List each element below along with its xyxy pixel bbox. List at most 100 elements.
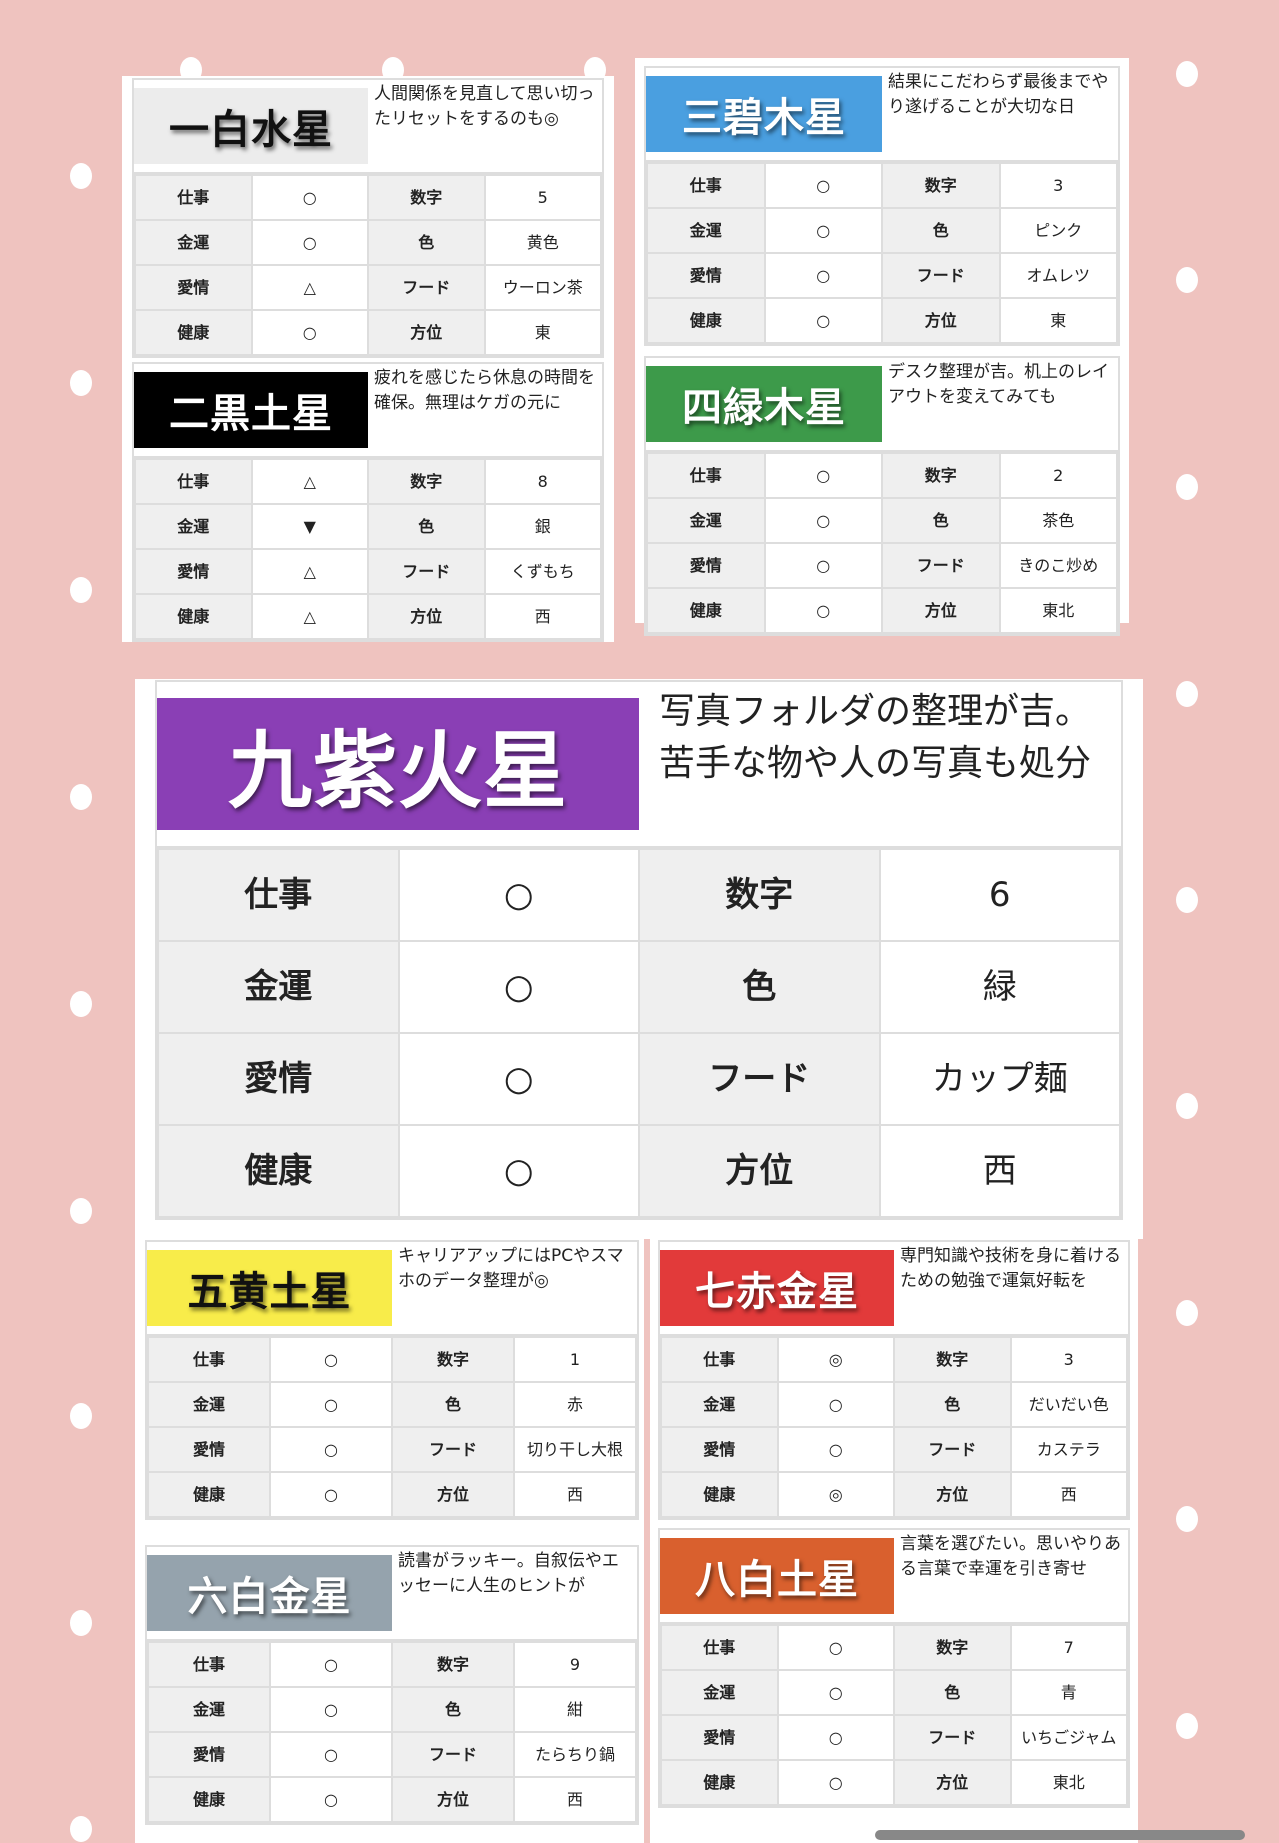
table-row: 愛情 ○ フード カップ麺 [157, 1032, 1121, 1126]
label-love: 愛情 [660, 1426, 779, 1473]
table-row: 金運 ○ 色紺 [147, 1686, 637, 1733]
label-work: 仕事 [134, 174, 253, 221]
value-money: ○ [397, 940, 640, 1034]
label-number: 数字 [367, 174, 486, 221]
decorative-dot [70, 1198, 92, 1224]
decorative-dot [70, 1610, 92, 1636]
value-work: ○ [250, 174, 369, 221]
decorative-dot [70, 784, 92, 810]
decorative-dot [1176, 1506, 1198, 1532]
label-work: 仕事 [157, 848, 400, 942]
label-number: 数字 [893, 1336, 1012, 1383]
label-food: フード [881, 542, 1001, 589]
fortune-table: 仕事 ◎ 数字 3 金運 ○ 色だいだい色 愛情 ○ フード カステラ 健康 ◎ 方位西 [660, 1336, 1128, 1518]
value-number: 2 [998, 452, 1118, 499]
table-row: 仕事 ◎ 数字 3 [660, 1336, 1128, 1383]
label-health: 健康 [646, 587, 766, 634]
table-row: 愛情 ○ フード いちごジャム [660, 1714, 1128, 1761]
card-ippaku: 一白水星 人間関係を見直して思い切ったリセットをするのも◎ 仕事 ○ 数字 5 金運 ○ 色黄色… [132, 78, 604, 358]
label-money: 金運 [147, 1381, 271, 1428]
decorative-dot [1176, 887, 1198, 913]
value-work: ◎ [776, 1336, 895, 1383]
table-row: 金運 ○ 色青 [660, 1669, 1128, 1716]
table-row: 仕事 ○ 数字 9 [147, 1641, 637, 1688]
fortune-description: キャリアアップにはPCやスマホのデータ整理が◎ [398, 1246, 624, 1291]
value-food: 切り干し大根 [513, 1426, 637, 1473]
card-header: 六白金星 読書がラッキー。自叙伝やエッセーに人生のヒントが [147, 1547, 637, 1641]
fortune-table: 仕事 ○ 数字 2 金運 ○ 色茶色 愛情 ○ フード きのこ炒め 健康 ○ 方位 東北 [646, 452, 1118, 634]
value-health: ○ [269, 1471, 393, 1518]
label-money: 金運 [147, 1686, 271, 1733]
value-love: ○ [776, 1426, 895, 1473]
label-direction: 方位 [638, 1124, 881, 1218]
card-sanpeki: 三碧木星 結果にこだわらず最後までやり遂げることが大切な日 仕事 ○ 数字 3 金運 ○ 色ピン… [644, 66, 1120, 346]
card-shiroku: 四緑木星 デスク整理が吉。机上のレイアウトを変えてみても 仕事 ○ 数字 2 金運 ○ 色茶色愛… [644, 356, 1120, 636]
value-love: ○ [763, 542, 883, 589]
fortune-description: 言葉を選びたい。思いやりある言葉で幸運を引き寄せ [900, 1534, 1121, 1579]
fortune-description: 人間関係を見直して思い切ったリセットをするのも◎ [374, 84, 595, 129]
star-title: 二黒土星 [134, 372, 368, 448]
value-color: だいだい色 [1009, 1381, 1128, 1428]
value-number: 5 [483, 174, 602, 221]
scrollbar[interactable] [875, 1830, 1245, 1840]
value-food: カップ麺 [878, 1032, 1121, 1126]
value-health: ○ [763, 587, 883, 634]
label-number: 数字 [638, 848, 881, 942]
label-work: 仕事 [660, 1336, 779, 1383]
label-health: 健康 [646, 297, 766, 344]
value-love: △ [250, 264, 369, 311]
value-color: 黄色 [483, 219, 602, 266]
fortune-description: 結果にこだわらず最後までやり遂げることが大切な日 [888, 72, 1109, 117]
label-direction: 方位 [893, 1471, 1012, 1518]
value-work: ○ [269, 1641, 393, 1688]
table-row: 金運 ○ 色だいだい色 [660, 1381, 1128, 1428]
star-title: 四緑木星 [646, 366, 882, 442]
fortune-table: 仕事 ○ 数字 1 金運 ○ 色赤愛情 ○ フード 切り干し大根 健康 ○ 方位西 [147, 1336, 637, 1518]
value-food: いちごジャム [1009, 1714, 1128, 1761]
label-direction: 方位 [881, 587, 1001, 634]
value-work: △ [250, 458, 369, 505]
value-food: カステラ [1009, 1426, 1128, 1473]
label-health: 健康 [147, 1471, 271, 1518]
label-number: 数字 [881, 452, 1001, 499]
value-money: ○ [776, 1381, 895, 1428]
table-row: 健康 ○ 方位東 [134, 309, 602, 356]
fortune-description: 写真フォルダの整理が吉。苦手な物や人の写真も処分 [659, 691, 1092, 785]
value-food: オムレツ [998, 252, 1118, 299]
table-row: 仕事 ○ 数字 7 [660, 1624, 1128, 1671]
value-color: ピンク [998, 207, 1118, 254]
star-title: 九紫火星 [157, 698, 639, 830]
table-row: 健康 ◎ 方位西 [660, 1471, 1128, 1518]
value-work: ○ [763, 162, 883, 209]
decorative-dot [70, 577, 92, 603]
table-row: 仕事 ○ 数字 3 [646, 162, 1118, 209]
value-color: 茶色 [998, 497, 1118, 544]
label-color: 色 [881, 497, 1001, 544]
table-row: 愛情 △ フード くずもち [134, 548, 602, 595]
label-direction: 方位 [881, 297, 1001, 344]
value-health: ○ [776, 1759, 895, 1806]
label-food: フード [391, 1426, 515, 1473]
label-health: 健康 [147, 1776, 271, 1823]
label-number: 数字 [367, 458, 486, 505]
star-title: 五黄土星 [147, 1250, 392, 1326]
label-health: 健康 [660, 1471, 779, 1518]
fortune-table: 仕事 ○ 数字 9 金運 ○ 色紺愛情 ○ フード たらちり鍋 健康 ○ 方位西 [147, 1641, 637, 1823]
value-health: ○ [250, 309, 369, 356]
value-food: くずもち [483, 548, 602, 595]
fortune-description: デスク整理が吉。机上のレイアウトを変えてみても [888, 362, 1109, 407]
value-number: 3 [998, 162, 1118, 209]
fortune-description: 専門知識や技術を身に着けるための勉強で運氣好転を [900, 1246, 1121, 1291]
value-health: ○ [397, 1124, 640, 1218]
card-jikoku: 二黒土星 疲れを感じたら休息の時間を確保。無理はケガの元に 仕事 △ 数字 8 金運 ▼ 色銀愛… [132, 362, 604, 642]
value-work: ○ [397, 848, 640, 942]
label-color: 色 [367, 219, 486, 266]
value-health: ○ [763, 297, 883, 344]
label-health: 健康 [134, 309, 253, 356]
fortune-table: 仕事 △ 数字 8 金運 ▼ 色銀愛情 △ フード くずもち 健康 △ 方位西 [134, 458, 602, 640]
label-love: 愛情 [646, 542, 766, 589]
value-color: 銀 [483, 503, 602, 550]
label-love: 愛情 [660, 1714, 779, 1761]
table-row: 健康 ○ 方位東 [646, 297, 1118, 344]
label-work: 仕事 [646, 162, 766, 209]
